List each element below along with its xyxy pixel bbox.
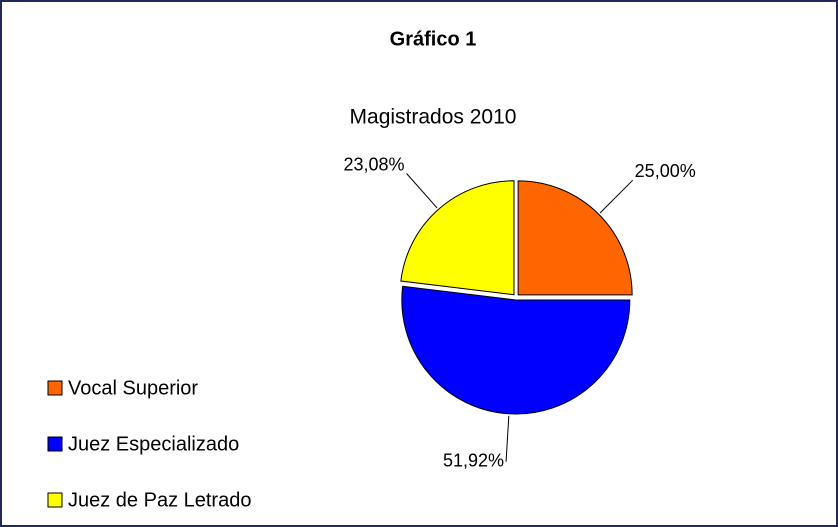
pie-slice — [517, 180, 633, 296]
data-label: 23,08% — [344, 154, 405, 174]
legend-label: Juez de Paz Letrado — [68, 489, 251, 511]
chart-title: Gráfico 1 — [390, 28, 477, 50]
pie-slice — [401, 285, 631, 415]
pie-slice — [400, 180, 515, 296]
legend-swatch — [47, 436, 63, 452]
leader-line — [599, 179, 634, 214]
leader-line — [505, 415, 510, 462]
data-label: 25,00% — [635, 161, 696, 181]
legend-swatch — [47, 492, 63, 508]
legend-label: Juez Especializado — [68, 433, 239, 455]
leader-line — [406, 173, 438, 209]
chart-subtitle: Magistrados 2010 — [350, 106, 517, 129]
legend-label: Vocal Superior — [68, 377, 198, 399]
legend-swatch — [47, 380, 63, 396]
data-label: 51,92% — [443, 450, 504, 470]
